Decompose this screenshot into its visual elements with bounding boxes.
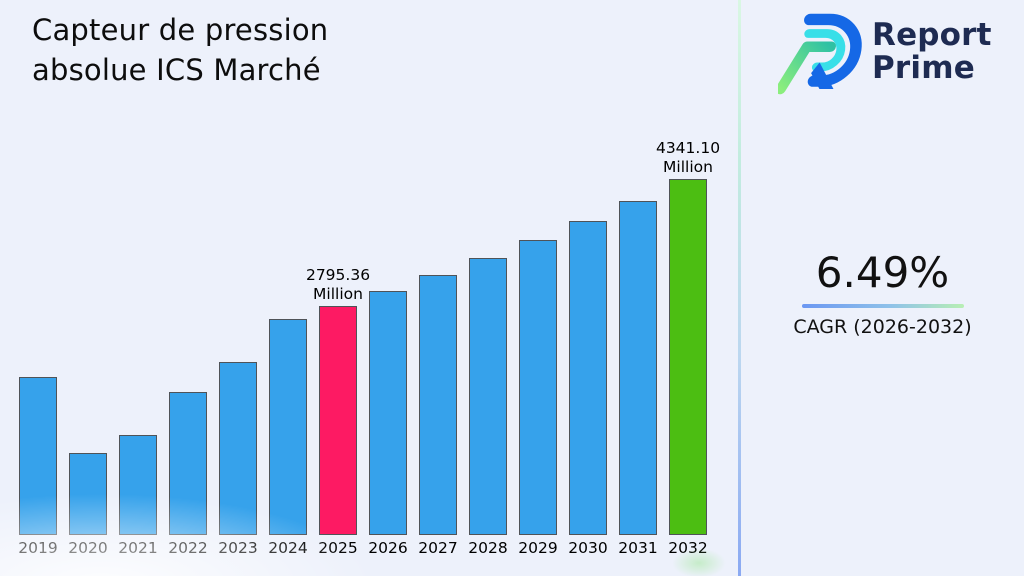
brand-logo: Report Prime	[778, 8, 992, 96]
bar-column-2026	[363, 0, 413, 535]
bar-2026	[369, 290, 407, 535]
bar-plot: 2795.36 Million 4341.10 Million	[13, 0, 720, 535]
brand-name-line1: Report	[872, 16, 992, 53]
section-divider	[738, 0, 741, 576]
bar-2023	[219, 361, 257, 535]
x-tick-2019: 2019	[18, 539, 58, 557]
x-tick-2027: 2027	[418, 539, 458, 557]
bar-2021	[119, 435, 157, 535]
bar-value-label-2032: 4341.10 Million	[655, 139, 721, 176]
bar-column-2025: 2795.36 Million	[306, 0, 370, 535]
bar-column-2028	[463, 0, 513, 535]
bar-2024	[269, 318, 307, 535]
bar-2025	[319, 305, 357, 535]
bar-2030	[569, 221, 607, 535]
bar-value-label-2025: 2795.36 Million	[305, 266, 371, 303]
x-tick-2031: 2031	[618, 539, 658, 557]
page-title: Capteur de pression absolue ICS Marché	[32, 10, 328, 90]
x-tick-2028: 2028	[468, 539, 508, 557]
bar-2028	[469, 258, 507, 535]
bar-2022	[169, 391, 207, 535]
report-prime-logo-icon	[778, 13, 862, 95]
bar-column-2019	[13, 0, 63, 535]
bar-column-2027	[413, 0, 463, 535]
x-tick-2029: 2029	[518, 539, 558, 557]
x-tick-2032: 2032	[668, 539, 708, 557]
brand-name: Report Prime	[872, 16, 992, 86]
bar-column-2022	[163, 0, 213, 535]
bar-2031	[619, 200, 657, 535]
bar-column-2029	[513, 0, 563, 535]
bar-column-2031	[613, 0, 663, 535]
bar-column-2021	[113, 0, 163, 535]
cagr-underline	[801, 304, 964, 309]
chart-section: Capteur de pression absolue ICS Marché 2…	[0, 0, 726, 576]
bar-2032	[669, 179, 707, 535]
bar-2027	[419, 275, 457, 535]
bar-2019	[19, 376, 57, 535]
bar-column-2023	[213, 0, 263, 535]
cagr-label: CAGR (2026-2032)	[793, 316, 972, 339]
cagr-value: 6.49%	[815, 248, 950, 297]
page-title-line1: Capteur de pression	[32, 13, 329, 47]
bar-2020	[69, 453, 107, 535]
x-tick-2025: 2025	[318, 539, 358, 557]
x-tick-2023: 2023	[218, 539, 258, 557]
cagr-block: 6.49% CAGR (2026-2032)	[741, 248, 1024, 338]
x-tick-2022: 2022	[168, 539, 208, 557]
summary-panel: Report Prime 6.49% CAGR (2026-2032)	[741, 0, 1024, 576]
x-tick-2021: 2021	[118, 539, 158, 557]
bar-2029	[519, 240, 557, 535]
x-tick-2020: 2020	[68, 539, 108, 557]
x-tick-2024: 2024	[268, 539, 308, 557]
x-axis-labels: 2019 2020 2021 2022 2023 2024 2025 2026 2027 2028…	[13, 539, 713, 557]
x-tick-2026: 2026	[368, 539, 408, 557]
bar-column-2020	[63, 0, 113, 535]
brand-name-line2: Prime	[872, 50, 975, 86]
x-tick-2030: 2030	[568, 539, 608, 557]
bar-column-2032: 4341.10 Million	[656, 0, 720, 535]
page-title-line2: absolue ICS Marché	[32, 53, 321, 88]
bar-column-2030	[563, 0, 613, 535]
